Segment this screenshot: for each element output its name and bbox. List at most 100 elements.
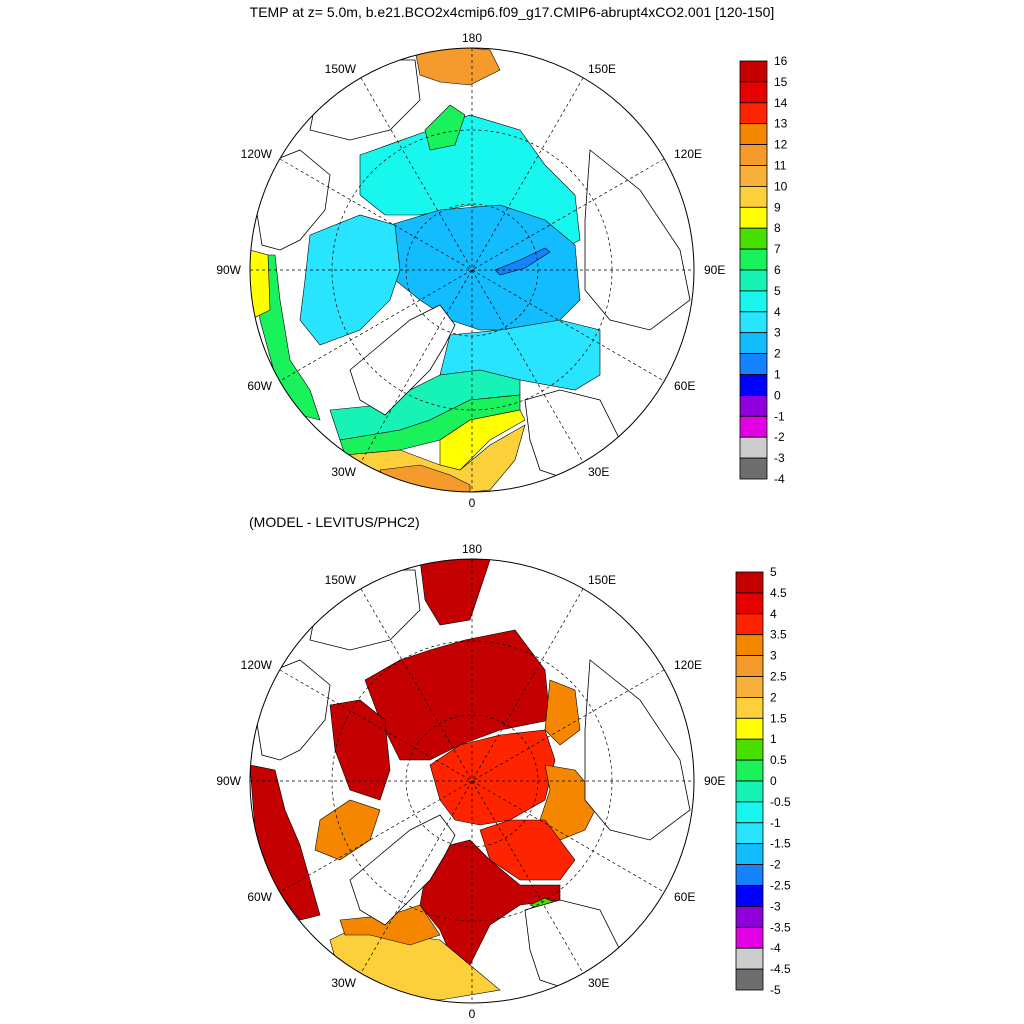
top-lon-label-150w: 150W — [325, 62, 357, 76]
bottom-colorbar-box — [735, 592, 764, 615]
bottom-colorbar-box — [735, 843, 764, 866]
top-colorbar-box — [739, 290, 768, 313]
top-colorbar-box — [739, 185, 768, 208]
bottom-ocean-eurasian-basin — [429, 729, 556, 826]
top-colorbar-box — [739, 332, 768, 355]
bottom-lon-label-120e: 120E — [674, 658, 702, 672]
top-land-siberia — [584, 149, 691, 331]
top-colorbar-box — [739, 144, 768, 166]
top-colorbar-label: 10 — [774, 179, 788, 193]
top-lon-label-30e: 30E — [588, 465, 609, 479]
bottom-lon-label-60w: 60W — [247, 890, 272, 904]
bottom-lon-label-30w: 30W — [331, 976, 356, 990]
bottom-ocean-barents — [419, 839, 561, 966]
top-colorbar-box — [739, 269, 768, 292]
top-colorbar-label: 9 — [774, 200, 781, 214]
top-colorbar-label: -3 — [774, 451, 785, 465]
top-colorbar-label: -1 — [774, 409, 785, 423]
bottom-colorbar: 5 4.5 4 3.5 3 2.5 2 1.5 1 0.5 0 -0.5 -1 -1.5 -2 -2.5 -3 -… — [735, 565, 791, 997]
top-colorbar-label: 5 — [774, 284, 781, 298]
top-colorbar-label: 13 — [774, 117, 788, 131]
figure-subtitle: (MODEL - LEVITUS/PHC2) — [249, 514, 420, 530]
bottom-lon-label-150e: 150E — [588, 573, 616, 587]
top-colorbar-label: 4 — [774, 305, 781, 319]
bottom-lon-label-90e: 90E — [704, 774, 725, 788]
bottom-colorbar-box — [735, 947, 764, 970]
bottom-colorbar-label: 4.5 — [770, 586, 787, 600]
bottom-colorbar-label: 0.5 — [770, 753, 787, 767]
top-lon-label-120w: 120W — [241, 147, 273, 161]
figure-title: TEMP at z= 5.0m, b.e21.BCO2x4cmip6.f09_g… — [249, 4, 775, 20]
bottom-colorbar-label: 2 — [770, 690, 777, 704]
top-ocean-labrador — [254, 254, 321, 421]
top-land-greenland — [349, 304, 456, 416]
bottom-map: 180 150W 150E 120W 120E 90W 90E 60W 60E … — [216, 542, 725, 1021]
bottom-land-greenland — [349, 814, 456, 926]
top-colorbar-box — [739, 394, 768, 417]
bottom-lon-label-150w: 150W — [325, 573, 357, 587]
bottom-colorbar-label: 3.5 — [770, 628, 787, 642]
bottom-colorbar-box — [735, 906, 764, 928]
bottom-colorbar-box — [735, 780, 764, 803]
bottom-colorbar-label: -2.5 — [770, 879, 791, 893]
top-lon-label-60w: 60W — [247, 379, 272, 393]
top-ocean-bering-green — [424, 104, 466, 151]
top-map: 180 150W 150E 120W 120E 90W 90E 60W 60E … — [216, 31, 725, 510]
top-colorbar-box — [739, 102, 768, 125]
bottom-lon-label-180: 180 — [462, 542, 482, 556]
top-colorbar-label: 0 — [774, 388, 781, 402]
top-colorbar-box — [739, 436, 768, 459]
top-colorbar-label: 1 — [774, 368, 781, 382]
bottom-colorbar-box — [735, 968, 764, 991]
top-colorbar-label: 6 — [774, 263, 781, 277]
bottom-ocean-siberian-shelf — [544, 679, 581, 746]
bottom-colorbar-box — [735, 717, 764, 740]
bottom-colorbar-box — [735, 738, 764, 761]
top-colorbar-label: 3 — [774, 326, 781, 340]
bottom-colorbar-label: -2 — [770, 858, 781, 872]
top-colorbar-label: 15 — [774, 75, 788, 89]
bottom-ocean-baffin — [314, 799, 381, 861]
top-colorbar-label: 7 — [774, 242, 781, 256]
bottom-lon-label-0: 0 — [469, 1007, 476, 1021]
top-colorbar-box — [739, 353, 768, 375]
top-lon-label-30w: 30W — [331, 465, 356, 479]
top-colorbar-label: -2 — [774, 430, 785, 444]
top-ocean-canada-basin — [299, 214, 401, 346]
bottom-lon-label-120w: 120W — [241, 658, 273, 672]
top-colorbar-label: -4 — [774, 472, 785, 486]
bottom-ocean-kara — [479, 819, 576, 881]
bottom-colorbar-label: 1.5 — [770, 711, 787, 725]
bottom-colorbar-box — [735, 697, 764, 719]
bottom-colorbar-label: -3 — [770, 899, 781, 913]
bottom-colorbar-label: 0 — [770, 774, 777, 788]
top-colorbar-box — [739, 81, 768, 104]
top-colorbar-box — [739, 374, 768, 396]
bottom-colorbar-label: 4 — [770, 607, 777, 621]
top-lon-label-180: 180 — [462, 31, 482, 45]
top-colorbar-box — [739, 457, 768, 480]
top-lon-label-60e: 60E — [674, 379, 695, 393]
top-ocean-labrador-warm — [250, 249, 271, 321]
bottom-colorbar-box — [735, 613, 764, 636]
top-colorbar-box — [739, 311, 768, 334]
bottom-colorbar-label: -1.5 — [770, 837, 791, 851]
bottom-colorbar-label: -3.5 — [770, 920, 791, 934]
top-ocean-bering — [414, 48, 501, 86]
bottom-colorbar-label: -4 — [770, 941, 781, 955]
top-colorbar-box — [739, 165, 768, 187]
bottom-colorbar-label: -0.5 — [770, 795, 791, 809]
bottom-colorbar-label: 2.5 — [770, 670, 787, 684]
top-lon-label-90w: 90W — [216, 263, 241, 277]
bottom-land-siberia — [584, 659, 691, 841]
top-meridians — [250, 48, 694, 492]
bottom-lon-label-30e: 30E — [588, 976, 609, 990]
top-colorbar-label: 8 — [774, 221, 781, 235]
top-colorbar-box — [739, 60, 768, 83]
bottom-colorbar-label: -1 — [770, 816, 781, 830]
bottom-colorbar-box — [735, 676, 764, 698]
top-lon-label-120e: 120E — [674, 147, 702, 161]
bottom-colorbar-box — [735, 822, 764, 845]
bottom-colorbar-label: 3 — [770, 649, 777, 663]
